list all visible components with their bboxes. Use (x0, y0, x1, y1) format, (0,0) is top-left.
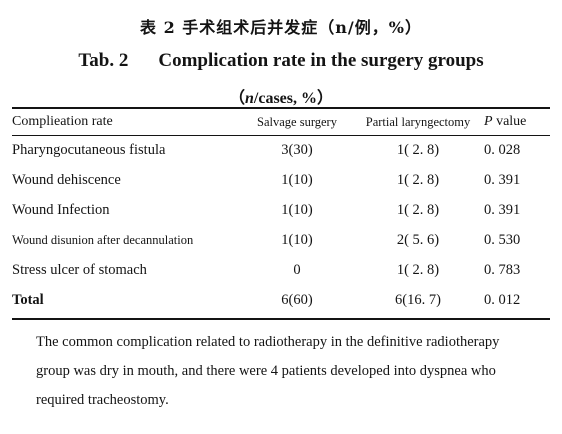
row-label: Wound disunion after decannulation (12, 232, 194, 247)
partial-value: 1( 2. 8) (396, 171, 440, 188)
unit-n-symbol: n (244, 90, 254, 107)
partial-value: 1( 2. 8) (396, 141, 440, 158)
complication-table: Complieation rate Salvage surgery Partia… (12, 109, 550, 315)
table-title: Complication rate in the surgery groups (158, 50, 484, 71)
table-caption-chinese: 表 2 手术组术后并发症（n/例，%） (140, 18, 422, 37)
salvage-value: 1(10) (281, 201, 313, 218)
partial-value: 1( 2. 8) (396, 261, 440, 278)
p-symbol: P (484, 114, 493, 129)
p-value-word: value (492, 114, 527, 129)
table-row: Stress ulcer of stomach 0 1( 2. 8) 0. 78… (12, 255, 550, 285)
row-label: Wound dehiscence (12, 171, 121, 188)
header-complication-rate: Complieation rate (12, 114, 113, 129)
table-row-total: Total 6(60) 6(16. 7) 0. 012 (12, 285, 550, 315)
table-header-rule (12, 135, 550, 136)
table-row: Wound disunion after decannulation 1(10)… (12, 225, 550, 255)
table-row: Pharyngocutaneous fistula 3(30) 1( 2. 8)… (12, 135, 550, 165)
row-label: Pharyngocutaneous fistula (12, 141, 166, 158)
unit-text: /cases, % (253, 90, 317, 107)
partial-value: 2( 5. 6) (396, 231, 440, 248)
header-partial-laryngectomy: Partial laryngectomy (365, 114, 471, 129)
table-row: Wound dehiscence 1(10) 1( 2. 8) 0. 391 (12, 165, 550, 195)
table-row: Wound Infection 1(10) 1( 2. 8) 0. 391 (12, 195, 550, 225)
table-number: Tab. 2 (78, 50, 129, 71)
table-bottom-rule (12, 318, 550, 320)
header-salvage-surgery: Salvage surgery (257, 114, 337, 129)
p-value: 0. 391 (484, 201, 521, 218)
partial-value: 6(16. 7) (395, 291, 441, 308)
p-value: 0. 012 (484, 291, 521, 308)
table-footnote: The common complication related to radio… (36, 334, 500, 408)
row-label: Wound Infection (12, 201, 110, 218)
table-header-row: Complieation rate Salvage surgery Partia… (12, 109, 550, 135)
row-label: Stress ulcer of stomach (12, 261, 147, 278)
salvage-value: 6(60) (281, 291, 313, 308)
partial-value: 1( 2. 8) (396, 201, 440, 218)
salvage-value: 1(10) (281, 171, 313, 188)
p-value: 0. 783 (484, 261, 521, 278)
unit-open-paren: （ (228, 90, 245, 107)
p-value: 0. 530 (484, 231, 521, 248)
salvage-value: 0 (293, 261, 301, 278)
table-top-rule (12, 107, 550, 109)
p-value: 0. 028 (484, 141, 521, 158)
row-label: Total (12, 291, 44, 308)
unit-close-paren: ） (317, 90, 334, 107)
table-caption-english: Tab. 2 Complication rate in the surgery g… (0, 50, 562, 72)
p-value: 0. 391 (484, 171, 521, 188)
salvage-value: 1(10) (281, 231, 313, 248)
table-unit-line: （n/cases, %） (0, 84, 562, 108)
header-p-value: P value (484, 109, 550, 135)
salvage-value: 3(30) (281, 141, 313, 158)
